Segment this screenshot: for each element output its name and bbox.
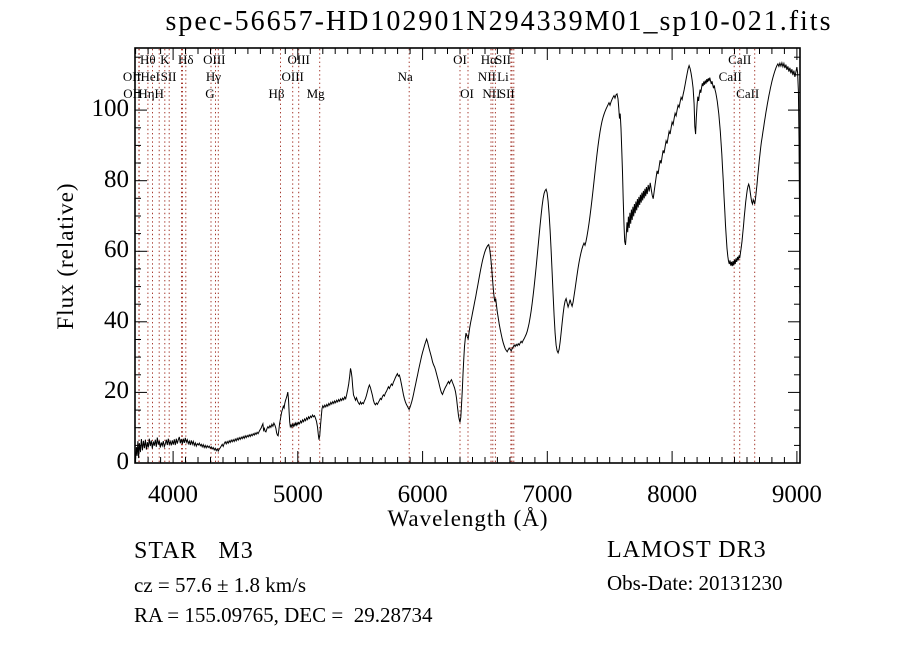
spectral-line-label: CaII — [736, 86, 760, 101]
ra-dec-text: RA = 155.09765, DEC = 29.28734 — [134, 603, 433, 627]
spectral-line-label: SII — [160, 69, 177, 84]
spectral-line-label: Na — [397, 69, 413, 84]
survey-text: LAMOST DR3 — [607, 537, 767, 563]
y-tick-label: 100 — [91, 94, 130, 122]
spectrum-path — [135, 60, 800, 459]
spectral-line-label: OIII — [203, 52, 226, 67]
x-tick-label: 6000 — [397, 481, 448, 508]
spectral-line-label: SII — [498, 86, 515, 101]
x-tick-label: 4000 — [148, 481, 199, 508]
spectral-line-label: CaII — [718, 69, 742, 84]
spectral-line-label: Mg — [306, 86, 325, 101]
spectral-line-label: Hα — [480, 52, 497, 67]
spectral-line-label: H — [154, 86, 164, 101]
spectral-line-label: Hη — [138, 86, 155, 101]
spectral-line-label: OII — [122, 69, 141, 84]
spectral-line-label: Hγ — [205, 69, 222, 84]
spectral-line-label: CaII — [728, 52, 752, 67]
y-tick-label: 0 — [116, 447, 130, 475]
spectral-line-label: Hβ — [268, 86, 285, 101]
spectral-line-label: Hδ — [178, 52, 194, 67]
spectral-line-label: NII — [482, 86, 501, 101]
x-tick-label: 7000 — [522, 481, 573, 508]
x-tick-label: 5000 — [272, 481, 323, 508]
spectral-line-label: Li — [497, 69, 509, 84]
y-tick-label: 40 — [104, 306, 129, 334]
y-tick-label: 60 — [104, 236, 129, 264]
x-tick-label: 9000 — [771, 481, 822, 508]
plot-frame — [134, 47, 801, 464]
spectral-line-markers — [138, 49, 756, 462]
obs-date-text: Obs-Date: 20131230 — [607, 571, 783, 595]
spectral-line-label: Hθ — [140, 52, 156, 67]
cz-velocity-text: cz = 57.6 ± 1.8 km/s — [134, 573, 307, 597]
spectral-line-label: OI — [453, 52, 467, 67]
star-class-text: STAR M3 — [134, 538, 254, 564]
y-axis-label: Flux (relative) — [53, 182, 78, 330]
spectral-line-label: OII — [123, 86, 142, 101]
y-tick-label: 20 — [104, 377, 129, 405]
spectral-line-label: G — [205, 86, 215, 101]
spectral-line-label: SII — [495, 52, 511, 67]
spectral-line-label: HeI — [140, 69, 160, 84]
x-tick-label: 8000 — [647, 481, 698, 508]
y-tick-label: 80 — [104, 165, 129, 193]
spectral-line-label: K — [160, 52, 170, 67]
page-title: spec-56657-HD102901N294339M01_sp10-021.f… — [165, 6, 833, 37]
spectral-line-label: OI — [460, 86, 474, 101]
x-axis-label: Wavelength (Å) — [387, 506, 549, 531]
spectral-line-label: OIII — [287, 52, 310, 67]
spectral-line-label: NII — [477, 69, 496, 84]
spectral-line-label: OIII — [281, 69, 304, 84]
